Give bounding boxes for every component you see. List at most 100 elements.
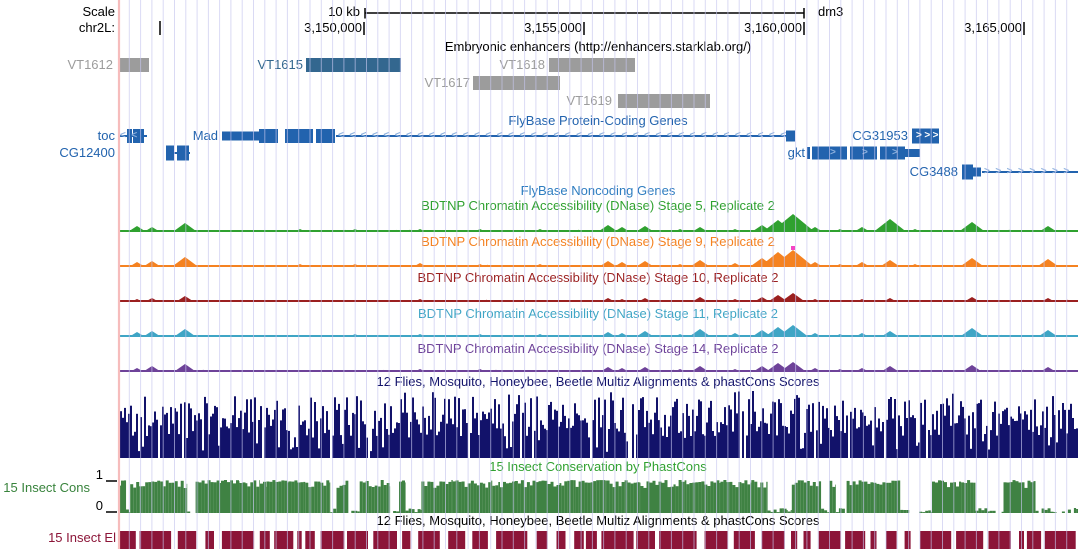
multiz-bar (764, 422, 766, 458)
phastcons-bar (621, 482, 625, 513)
multiz-bar (434, 397, 436, 458)
gene-item-CG3488[interactable] (962, 164, 1078, 180)
multiz-bar (604, 399, 606, 458)
plus-strand-chevron: > (830, 148, 836, 158)
phastcons-bar (704, 484, 708, 513)
dnase-wiggle-track-2[interactable] (118, 293, 1078, 302)
multiz-bar (944, 415, 946, 458)
wiggle-baseline (118, 265, 1078, 267)
track-title-protein-coding-genes[interactable]: FlyBase Protein-Coding Genes (508, 113, 688, 128)
enhancer-item-VT1617[interactable] (473, 76, 560, 90)
track-title-dnase-0[interactable]: BDTNP Chromatin Accessibility (DNase) St… (421, 198, 775, 213)
multiz-bar (560, 421, 562, 458)
phastcons-bar (812, 482, 816, 513)
multiz-bar (1028, 429, 1030, 458)
phastcons-bar (479, 482, 483, 513)
phastcons-bar (439, 481, 443, 513)
multiz-bar (356, 396, 358, 458)
track-title-dnase-3[interactable]: BDTNP Chromatin Accessibility (DNase) St… (417, 306, 779, 321)
phastcons-bar (689, 483, 693, 513)
multiz-bar (530, 398, 532, 458)
phastcons-bar (824, 510, 828, 513)
phastcons-bar (424, 486, 428, 513)
track-title-dnase-1[interactable]: BDTNP Chromatin Accessibility (DNase) St… (421, 234, 775, 249)
track-title-multiz[interactable]: 12 Flies, Mosquito, Honeybee, Beetle Mul… (376, 374, 820, 389)
phastcons-bar (770, 511, 774, 513)
multiz-bar (384, 403, 386, 458)
multiz-bar (576, 413, 578, 458)
phastcons-bar (636, 482, 640, 513)
phastcons-bar (148, 482, 152, 513)
gene-label-gkt[interactable]: gkt (787, 145, 805, 160)
multiz-bar (498, 404, 500, 458)
phastcons-bar (180, 480, 184, 513)
phastcons-bar (323, 485, 327, 513)
gene-label-toc[interactable]: toc (97, 128, 115, 143)
track-title-multiz-elements[interactable]: 12 Flies, Mosquito, Honeybee, Beetle Mul… (376, 513, 820, 528)
enhancer-item-VT1619[interactable] (618, 94, 710, 108)
multiz-bar (952, 393, 954, 458)
gene-label-CG3488[interactable]: CG3488 (909, 164, 958, 179)
multiz-bar (620, 410, 622, 458)
ruler-position-label: 3,155,000 (524, 20, 582, 35)
multiz-bar (336, 409, 338, 458)
gene-item-CG31953[interactable] (912, 128, 939, 144)
track-title-dnase-4[interactable]: BDTNP Chromatin Accessibility (DNase) St… (417, 341, 779, 356)
enhancer-label-VT1617[interactable]: VT1617 (424, 75, 470, 90)
wiggle-baseline (118, 335, 1078, 337)
phastcons-bar (245, 483, 248, 513)
dnase-wiggle-track-1[interactable] (118, 246, 1078, 267)
phastcons-bar (393, 511, 397, 513)
phastcons-bar (374, 485, 378, 513)
multiz-bar (322, 406, 324, 458)
phastcons-bar (495, 485, 499, 513)
multiz-bar (148, 425, 150, 458)
multiz-bar (486, 418, 488, 458)
multiz-bar (488, 412, 490, 458)
phastcons-bar (187, 511, 191, 513)
gene-label-CG12400[interactable]: CG12400 (59, 145, 115, 160)
enhancer-label-VT1619[interactable]: VT1619 (566, 93, 612, 108)
multiz-bar (640, 398, 642, 458)
track-left-label-insect-elements[interactable]: 15 Insect El (48, 530, 116, 545)
ruler-position-label: 3,150,000 (304, 20, 362, 35)
track-title-noncoding-genes[interactable]: FlyBase Noncoding Genes (520, 183, 676, 198)
enhancer-label-VT1612[interactable]: VT1612 (67, 57, 113, 72)
track-left-label-insect-cons[interactable]: 15 Insect Cons (3, 480, 90, 495)
phastcons-bar (198, 482, 202, 513)
phastcons-bar (517, 483, 521, 513)
phastcons-bar (538, 481, 542, 513)
plus-strand-chevron: > (892, 148, 898, 158)
track-title-enhancers[interactable]: Embryonic enhancers (http://enhancers.st… (444, 39, 752, 54)
enhancer-label-VT1618[interactable]: VT1618 (499, 57, 545, 72)
gene-label-CG31953[interactable]: CG31953 (852, 128, 908, 143)
gene-exon (259, 129, 278, 143)
track-title-dnase-2[interactable]: BDTNP Chromatin Accessibility (DNase) St… (417, 270, 779, 285)
multiz-bar (1050, 437, 1052, 458)
dnase-wiggle-track-3[interactable] (118, 325, 1078, 337)
enhancer-item-VT1612[interactable] (118, 58, 149, 72)
multiz-bar (350, 435, 352, 458)
multiz-bar (982, 441, 984, 458)
dnase-wiggle-track-4[interactable] (118, 362, 1078, 372)
conserved-element-block (636, 531, 655, 549)
phastcons-bar (420, 510, 422, 513)
multiz-bar (432, 392, 434, 458)
multiz-bar (784, 426, 786, 458)
enhancer-label-VT1615[interactable]: VT1615 (257, 57, 303, 72)
phastcons-bar (928, 510, 932, 513)
multiz-bar (662, 435, 664, 458)
multiz-bar (736, 413, 738, 458)
phastcons-bar (357, 511, 360, 513)
gene-label-Mad[interactable]: Mad (192, 128, 218, 143)
enhancer-item-VT1615[interactable] (306, 58, 401, 72)
multiz-bar (808, 404, 810, 458)
multiz-bar (592, 420, 594, 458)
multiz-bar (846, 415, 848, 458)
multiz-bar (1052, 396, 1054, 458)
track-title-phastcons[interactable]: 15 Insect Conservation by PhastCons (489, 459, 707, 474)
multiz-bar (1076, 428, 1078, 458)
phastcons-bar (578, 481, 582, 513)
multiz-bar (898, 415, 900, 458)
